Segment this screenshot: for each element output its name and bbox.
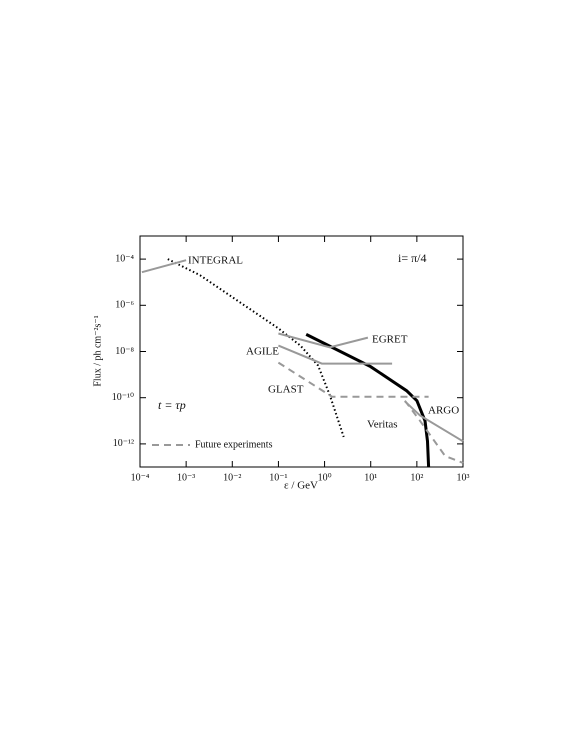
x-axis-label: ε / GeV	[284, 480, 318, 492]
y-tick-label: 10⁻¹²	[113, 438, 134, 449]
x-tick-label: 10⁻⁴	[131, 472, 150, 483]
series-line	[278, 332, 369, 349]
x-tick-label: 10⁻¹	[269, 472, 287, 483]
x-tick-label: 10³	[457, 472, 470, 483]
series-line	[305, 333, 431, 468]
legend-label: Future experiments	[195, 439, 273, 450]
series-label: GLAST	[268, 384, 304, 396]
x-tick-label: 10¹	[364, 472, 377, 483]
series-line	[404, 400, 464, 443]
series-label: EGRET	[372, 334, 408, 346]
series-label: Veritas	[367, 419, 398, 431]
x-tick-label: 10⁻³	[177, 472, 195, 483]
plot-frame	[139, 235, 464, 468]
y-tick-label: 10⁻⁶	[115, 300, 134, 311]
x-tick-label: 10²	[410, 472, 423, 483]
annotation: i= π/4	[398, 251, 427, 265]
y-tick-label: 10⁻¹⁰	[112, 392, 134, 403]
series-line	[404, 400, 464, 464]
x-tick-label: 10⁰	[318, 472, 332, 483]
series-line	[141, 259, 187, 274]
y-axis-label: Flux / ph cm⁻²s⁻¹	[92, 315, 103, 386]
series-label: INTEGRAL	[188, 255, 243, 267]
series-label: AGILE	[246, 346, 279, 358]
y-tick-label: 10⁻⁸	[115, 346, 134, 357]
series-line	[278, 344, 393, 365]
x-tick-label: 10⁻²	[223, 472, 241, 483]
series-label: ARGO	[428, 405, 459, 417]
annotation: t = τp	[158, 398, 186, 412]
y-tick-label: 10⁻⁴	[115, 253, 134, 264]
series-line	[277, 361, 429, 398]
